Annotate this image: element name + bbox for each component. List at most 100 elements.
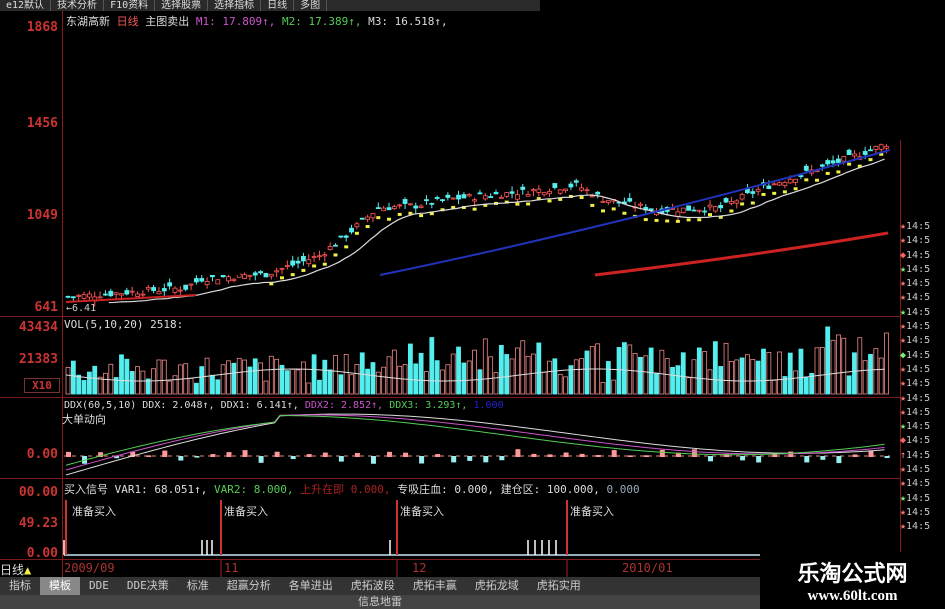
ddx-bar xyxy=(531,453,537,457)
period-label: 日线 xyxy=(0,563,25,577)
volume-bar xyxy=(755,360,761,395)
candle-body xyxy=(226,276,231,282)
volume-bar xyxy=(515,347,520,395)
toolbar-item[interactable]: 日线 xyxy=(261,0,295,11)
volume-bar xyxy=(750,359,756,395)
toolbar-item[interactable]: 多图 xyxy=(294,0,328,11)
tick-list-item: ★14:5 xyxy=(900,392,945,406)
signal-dot xyxy=(729,209,734,213)
tab-item[interactable]: DDE决策 xyxy=(126,579,169,592)
candle-body xyxy=(718,205,724,209)
candle-body xyxy=(600,201,606,203)
volume-bar xyxy=(290,368,296,395)
candle-body xyxy=(402,199,408,204)
info-mine-bar[interactable]: 信息地雷 xyxy=(0,595,760,609)
star-red-icon: ★ xyxy=(900,506,907,518)
tick-list-item: ★14:5 xyxy=(900,463,945,477)
toolbar-item[interactable]: 技术分析 xyxy=(51,0,105,11)
volume-bar xyxy=(648,347,654,395)
volume-bar xyxy=(520,340,526,395)
ddx-bar xyxy=(547,454,553,457)
last-value: 0.000 xyxy=(606,483,640,496)
period: 日线 xyxy=(116,15,139,28)
ddx-bar xyxy=(772,453,778,457)
jiancang-value: 建仓区: 100.000, xyxy=(500,483,600,496)
volume-bar xyxy=(92,365,98,395)
tab-item[interactable]: 超赢分析 xyxy=(226,579,271,592)
signal-label: 买入信号 xyxy=(64,483,108,496)
tab-item[interactable]: DDE xyxy=(89,579,109,592)
toolbar-item[interactable]: F10资料 xyxy=(104,0,156,11)
candle-body xyxy=(434,197,440,199)
volume-bar xyxy=(65,366,71,395)
tick-list-item: ★14:5 xyxy=(900,320,945,334)
candle-body xyxy=(568,183,574,188)
tab-item[interactable]: 虎拓丰赢 xyxy=(412,579,457,592)
signal-dot xyxy=(547,199,552,203)
volume-bar xyxy=(852,352,857,395)
signal-dot xyxy=(419,214,424,218)
tab-item[interactable]: 虎拓波段 xyxy=(350,579,395,592)
tab-item[interactable]: 各单进出 xyxy=(288,579,333,592)
ddx-bar xyxy=(210,454,216,457)
ddx-bar xyxy=(290,456,296,460)
signal-dot xyxy=(290,273,295,277)
volume-bar xyxy=(659,349,665,395)
indicator-name[interactable]: 主图卖出 xyxy=(145,15,190,28)
volume-bar xyxy=(868,353,873,395)
candle-body xyxy=(70,296,76,299)
volume-bar xyxy=(798,348,804,395)
axis-divider xyxy=(62,11,63,577)
tab-item[interactable]: 标准 xyxy=(186,579,209,592)
candle-body xyxy=(836,158,841,163)
volume-bar xyxy=(268,355,274,395)
candle-body xyxy=(386,207,392,211)
volume-bar xyxy=(472,349,478,395)
candle-body xyxy=(782,181,788,186)
ddx-axis-label: 0.00 xyxy=(26,447,58,462)
toolbar-item[interactable]: 选择股票 xyxy=(155,0,209,11)
signal-axis-label: 00.00 xyxy=(18,485,58,500)
volume-bar xyxy=(622,342,627,395)
ma-line-red xyxy=(65,294,197,303)
toolbar-item[interactable]: e12默认 xyxy=(0,0,52,11)
star-red-icon: ★ xyxy=(900,521,907,533)
signal-dot xyxy=(740,202,745,206)
volume-bar xyxy=(413,363,419,395)
candle-body xyxy=(338,235,344,238)
toolbar-item[interactable]: 选择指标 xyxy=(208,0,262,11)
ddx-bar xyxy=(804,456,810,463)
tab-item[interactable]: 指标 xyxy=(9,579,31,592)
ma-line-white xyxy=(108,158,885,304)
volume-bar xyxy=(199,366,205,395)
period-selector[interactable]: 日线▲ xyxy=(0,561,31,578)
tab-item[interactable]: 模板 xyxy=(40,577,80,595)
candle-body xyxy=(707,204,713,208)
candle-body xyxy=(787,178,793,184)
volume-multiplier[interactable]: X10 xyxy=(24,378,60,393)
candle-body xyxy=(354,223,360,228)
signal-dot xyxy=(429,212,434,216)
volume-bar xyxy=(557,373,563,395)
buy-signal-text: 准备买入 xyxy=(400,505,444,518)
tick-list-item: ★14:5 xyxy=(900,291,945,305)
signal-dot xyxy=(793,187,798,191)
volume-bar xyxy=(686,377,691,395)
tab-item[interactable]: 虎拓实用 xyxy=(536,579,581,592)
tick-time: 14:5 xyxy=(906,506,931,518)
tab-item[interactable]: 虎拓龙域 xyxy=(474,579,519,592)
ddx-bar xyxy=(499,456,505,461)
signal-dot xyxy=(344,245,349,249)
volume-bar xyxy=(391,349,397,395)
candle-body xyxy=(450,197,456,200)
candle-body xyxy=(461,194,467,199)
tick-time: 14:5 xyxy=(906,449,931,461)
ddx-bar xyxy=(306,454,312,457)
volume-bar xyxy=(589,345,595,395)
candle-body xyxy=(627,198,633,202)
candle-body xyxy=(670,208,675,211)
candle-body xyxy=(193,278,199,283)
indicator-tabs: 指标 模板 DDE DDE决策 标准 超赢分析 各单进出 虎拓波段 虎拓丰赢 虎拓龙域 虎拓实用 xyxy=(0,577,760,595)
signal-dot xyxy=(504,200,509,204)
chart-gap xyxy=(198,30,240,275)
